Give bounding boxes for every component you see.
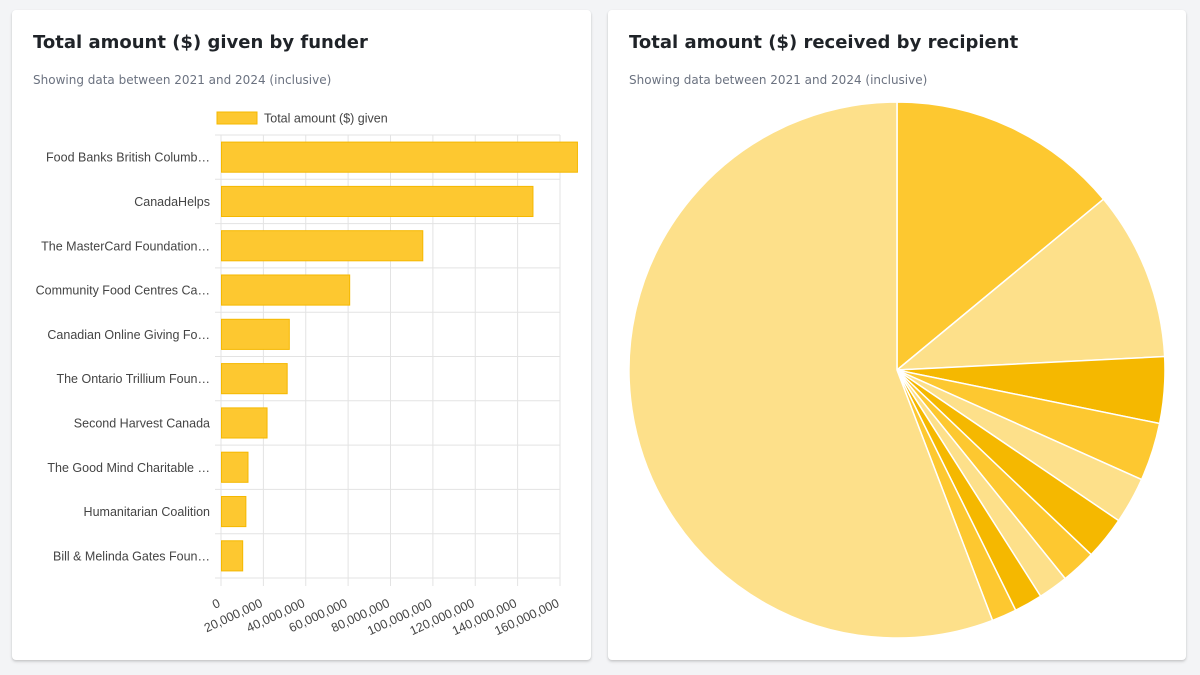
pie-slice[interactable] — [628, 101, 994, 639]
category-label: Second Harvest Canada — [74, 416, 210, 430]
legend-swatch — [216, 111, 258, 125]
category-label: Food Banks British Columb… — [46, 151, 210, 165]
bar-legend[interactable]: Total amount ($) given — [216, 111, 388, 126]
category-label: Humanitarian Coalition — [84, 505, 211, 519]
bar[interactable] — [221, 230, 424, 262]
category-label: Community Food Centres Ca… — [36, 284, 210, 298]
category-label: The Good Mind Charitable … — [47, 461, 210, 475]
category-label: The Ontario Trillium Foun… — [56, 372, 210, 386]
bar[interactable] — [221, 318, 290, 350]
bar[interactable] — [221, 185, 534, 218]
bar[interactable] — [221, 495, 247, 528]
bar[interactable] — [221, 363, 288, 395]
bar[interactable] — [221, 274, 351, 306]
funder-bar-chart: Food Banks British Columb… CanadaHelps The… — [36, 111, 578, 638]
funder-chart-subtitle: Showing data between 2021 and 2024 (incl… — [33, 73, 332, 87]
category-label: The MasterCard Foundation… — [41, 239, 210, 253]
funder-chart-title: Total amount ($) given by funder — [33, 32, 368, 53]
pie-slice[interactable] — [896, 101, 1105, 372]
recipient-pie-chart — [628, 101, 1166, 639]
bar[interactable] — [221, 540, 244, 572]
pie-slice[interactable] — [894, 198, 1166, 371]
legend-label: Total amount ($) given — [264, 112, 388, 126]
bar[interactable] — [221, 407, 268, 439]
funder-chart-card: Total amount ($) given by funder Showing… — [12, 10, 591, 660]
category-label: Bill & Melinda Gates Foun… — [53, 549, 210, 563]
recipient-chart-title: Total amount ($) received by recipient — [629, 32, 1019, 53]
recipient-chart-card: Total amount ($) received by recipient S… — [608, 10, 1186, 660]
x-tick-label: 0 — [210, 596, 222, 612]
recipient-chart-subtitle: Showing data between 2021 and 2024 (incl… — [629, 73, 928, 87]
bar[interactable] — [221, 451, 249, 483]
bar[interactable] — [221, 141, 578, 173]
category-label: Canadian Online Giving Fo… — [47, 328, 210, 342]
category-label: CanadaHelps — [134, 195, 210, 209]
